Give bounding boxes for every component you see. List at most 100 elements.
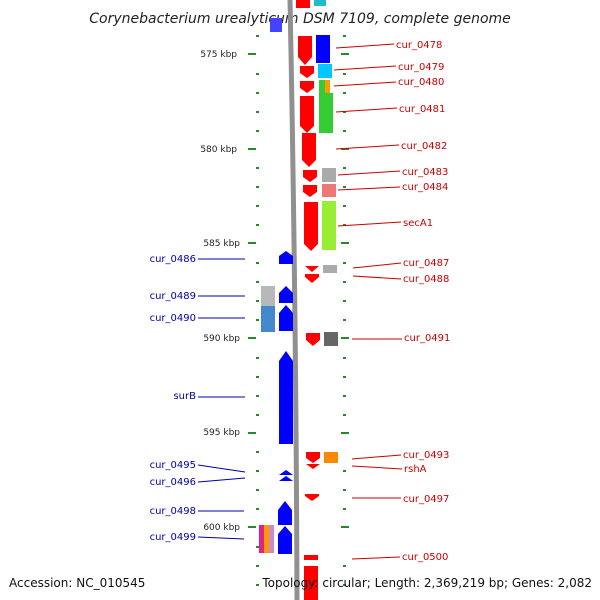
category-bar-cur-0491 [324,332,338,346]
gene-label-cur-0480[interactable]: cur_0480 [398,77,444,88]
gene-arrow-seca1[interactable] [304,202,318,251]
gene-label-rsha[interactable]: rshA [404,464,427,475]
tick-dot [256,92,259,94]
kbp-tick-mark-right [341,337,349,339]
gene-arrow-cur-0479[interactable] [300,66,314,78]
kbp-tick-mark-right [341,53,349,55]
gene-arrow-surb[interactable] [279,351,293,444]
leader-line-cur-0479 [333,65,397,71]
gene-label-cur-0499[interactable]: cur_0499 [150,532,196,543]
gene-arrow-cur-0490[interactable] [279,305,293,331]
gene-arrow-cur-0501-partial[interactable] [304,566,318,600]
reverse-strand-category-bars [259,286,275,553]
tick-dot [343,73,346,75]
leader-line-cur-0500 [351,556,401,560]
gene-label-cur-0496[interactable]: cur_0496 [150,477,196,488]
gene-label-seca1[interactable]: secA1 [403,218,433,229]
gene-label-cur-0484[interactable]: cur_0484 [402,182,448,193]
tick-dot [343,414,346,416]
kbp-tick-label: 580 kbp [200,145,237,155]
tick-dot [256,73,259,75]
gene-label-cur-0486[interactable]: cur_0486 [150,254,196,265]
gene-arrow-cur-0478[interactable] [298,36,312,65]
kbp-tick-mark-right [341,526,349,528]
gene-label-cur-0490[interactable]: cur_0490 [150,313,196,324]
tick-dot [256,584,259,586]
tick-dot [256,451,259,453]
gene-arrow-cur-0499[interactable] [278,526,292,554]
tick-dot [256,357,259,359]
gene-label-cur-0481[interactable]: cur_0481 [399,104,445,115]
reverse-strand-genes [278,251,293,554]
tick-dot [343,186,346,188]
gene-fragment-top-blue [270,18,282,32]
kbp-tick-580: 580 kbp [200,145,349,155]
gene-label-cur-0479[interactable]: cur_0479 [398,62,444,73]
gene-label-cur-0488[interactable]: cur_0488 [403,274,449,285]
kbp-tick-label: 585 kbp [203,239,240,249]
gene-label-cur-0489[interactable]: cur_0489 [150,291,196,302]
gene-arrow-cur-0491[interactable] [306,333,320,346]
gene-arrow-rsha[interactable] [306,464,320,469]
gene-label-cur-0483[interactable]: cur_0483 [402,167,448,178]
tick-dot [343,130,346,132]
category-bar-cur-0484 [322,184,336,197]
gene-arrow-cur-0489[interactable] [279,286,293,303]
kbp-tick-585: 585 kbp [203,239,349,249]
right-tick-dots [343,35,346,586]
gene-labels-right: cur_0478 cur_0479 cur_0480 cur_0481 cur_… [333,40,450,563]
kbp-tick-label: 600 kbp [203,523,240,533]
kbp-tick-mark-left [248,526,256,528]
gene-label-surb[interactable]: surB [173,391,196,402]
gene-arrow-cur-0486[interactable] [279,251,293,264]
gene-label-cur-0497[interactable]: cur_0497 [403,494,449,505]
gene-labels-left: cur_0486 cur_0489 cur_0490 surB cur_0495… [150,254,246,543]
tick-dot [343,565,346,567]
tick-dot [343,584,346,586]
gene-arrow-cur-0481[interactable] [300,96,314,133]
category-bar-cur-0499-b [264,525,269,553]
tick-dot [343,92,346,94]
kbp-tick-label: 595 kbp [203,428,240,438]
gene-arrow-cur-0484[interactable] [303,185,317,197]
leader-line-seca1 [337,221,402,227]
tick-dot [343,262,346,264]
tick-dot [256,262,259,264]
gene-arrow-cur-0497[interactable] [305,494,319,501]
gene-fragment-top-red [296,0,310,8]
gene-arrow-cur-0480[interactable] [300,81,314,93]
gene-arrow-cur-0482[interactable] [302,133,316,167]
gene-arrow-cur-0487[interactable] [305,266,319,272]
leader-line-cur-0483 [337,170,401,176]
gene-arrow-cur-0493[interactable] [306,452,320,463]
kbp-tick-mark-right [341,242,349,244]
gene-arrow-cur-0495[interactable] [279,470,293,475]
gene-arrow-cur-0496[interactable] [279,476,293,481]
minor-ticks [256,35,346,586]
gene-label-cur-0498[interactable]: cur_0498 [150,506,196,517]
gene-label-cur-0491[interactable]: cur_0491 [404,333,450,344]
gene-label-cur-0500[interactable]: cur_0500 [402,552,448,563]
kbp-tick-590: 590 kbp [203,334,349,344]
gene-label-cur-0493[interactable]: cur_0493 [403,450,449,461]
kbp-tick-595: 595 kbp [203,428,349,438]
gene-label-cur-0487[interactable]: cur_0487 [403,258,449,269]
gene-arrow-cur-0498[interactable] [278,501,292,525]
kbp-tick-mark-left [248,432,256,434]
tick-dot [256,35,259,37]
gene-arrow-cur-0488[interactable] [305,274,319,283]
tick-dot [256,186,259,188]
category-bar-cur-0483 [322,168,336,182]
category-bar-cur-0480-a [319,80,325,93]
gene-fragment-top-cyan [314,0,326,6]
gene-label-cur-0495[interactable]: cur_0495 [150,460,196,471]
gene-label-cur-0482[interactable]: cur_0482 [401,141,447,152]
gene-arrow-cur-0483[interactable] [303,170,317,182]
tick-dot [256,546,259,548]
tick-dot [256,489,259,491]
category-bar-cur-0478 [316,35,330,63]
gene-label-cur-0478[interactable]: cur_0478 [396,40,442,51]
gene-arrow-cur-0500[interactable] [304,555,318,560]
map-title: Corynebacterium urealyticum DSM 7109, co… [89,11,511,27]
